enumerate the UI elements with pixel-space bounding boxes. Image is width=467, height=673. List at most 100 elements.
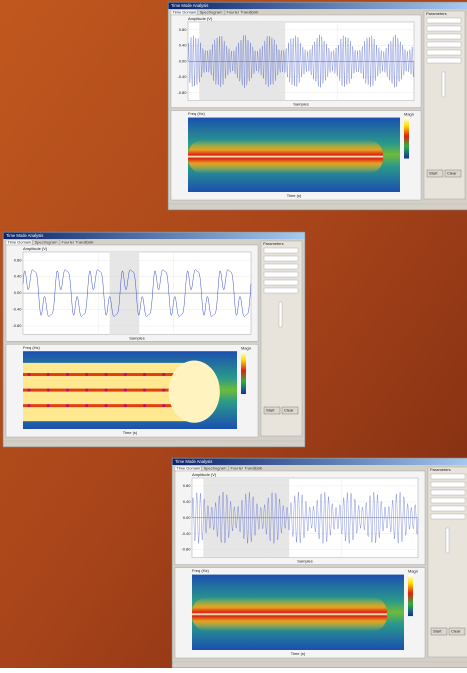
slider[interactable] — [279, 302, 282, 327]
colorbar — [404, 118, 409, 159]
title-bar — [173, 459, 467, 466]
x-axis-label: Samples — [293, 102, 309, 107]
y-tick-label: -0.80 — [12, 323, 22, 328]
slider[interactable] — [442, 72, 445, 97]
status-bar — [4, 441, 305, 447]
spectrogram-spot — [28, 404, 31, 407]
y-tick-label: -0.80 — [177, 90, 187, 95]
spectrogram-spot — [143, 404, 146, 407]
spectrogram-spot — [143, 389, 146, 392]
tab-label: Spectrogram — [35, 240, 59, 245]
spectrogram-spot — [105, 389, 108, 392]
y-tick-label: 0.80 — [183, 483, 192, 488]
tab-label: Time Domain — [8, 240, 32, 245]
control[interactable] — [431, 482, 465, 487]
spectrogram-spot — [105, 404, 108, 407]
x-axis-label: Time (s) — [291, 651, 306, 656]
x-axis-label: Samples — [129, 335, 145, 340]
button-label: Clear — [451, 629, 461, 634]
colorbar-label: Magn — [408, 569, 418, 574]
panel-title: Parameters — [426, 11, 447, 16]
control[interactable] — [427, 18, 461, 23]
panel-title: Parameters — [430, 467, 451, 472]
y-tick-label: 0.00 — [179, 58, 188, 63]
y-tick-label: 0.80 — [179, 27, 188, 32]
spectrogram-spot — [47, 404, 50, 407]
y-axis-label: Freq (Hz) — [23, 345, 41, 350]
spectrogram-band — [23, 389, 177, 392]
control[interactable] — [427, 34, 461, 39]
control[interactable] — [264, 288, 298, 293]
slider[interactable] — [446, 528, 449, 553]
control[interactable] — [427, 58, 461, 63]
tab-label: Time Domain — [177, 466, 201, 471]
window-title: Time Mode Analysis — [6, 233, 43, 238]
y-tick-label: -0.40 — [12, 307, 22, 312]
control[interactable] — [431, 490, 465, 495]
window-title: Time Mode Analysis — [175, 459, 212, 464]
tab-label: Fourier Transform — [227, 10, 259, 15]
spectrogram-spot — [124, 404, 127, 407]
spectrogram-spot — [66, 404, 69, 407]
y-tick-label: -0.40 — [177, 74, 187, 79]
colorbar-label: Magn — [241, 345, 251, 350]
button-label: Start — [429, 171, 438, 176]
y-tick-label: 0.00 — [14, 290, 23, 295]
spectrogram-hot — [188, 140, 383, 173]
spectrogram-hot — [23, 363, 194, 421]
spectrogram-spot — [47, 373, 50, 376]
spectrogram-spot — [124, 389, 127, 392]
y-tick-label: 0.80 — [14, 257, 23, 262]
colorbar-label: Magn — [404, 112, 414, 117]
spectrogram-spot — [124, 373, 127, 376]
control[interactable] — [431, 474, 465, 479]
spectrogram-band — [23, 404, 177, 407]
button-label: Clear — [447, 171, 457, 176]
tab-label: Fourier Transform — [62, 240, 94, 245]
control[interactable] — [427, 42, 461, 47]
status-bar — [169, 204, 467, 210]
control[interactable] — [264, 272, 298, 277]
window-title: Time Mode Analysis — [171, 3, 208, 8]
title-bar — [4, 233, 305, 240]
y-axis-label: Amplitude (V) — [23, 246, 48, 251]
page: {"windows": [ {"title": "Time Mode Analy… — [0, 0, 467, 668]
y-tick-label: -0.80 — [181, 547, 191, 552]
spectrogram-hot — [192, 597, 387, 631]
control[interactable] — [264, 280, 298, 285]
x-axis-label: Samples — [297, 559, 313, 564]
control[interactable] — [264, 256, 298, 261]
spectrogram-spot — [28, 389, 31, 392]
y-tick-label: 0.00 — [183, 515, 192, 520]
control[interactable] — [431, 498, 465, 503]
control[interactable] — [427, 50, 461, 55]
y-axis-label: Freq (Hz) — [188, 111, 206, 116]
button-label: Clear — [284, 408, 294, 413]
button-label: Start — [433, 629, 442, 634]
control[interactable] — [431, 514, 465, 519]
control[interactable] — [431, 506, 465, 511]
spectrogram-hot — [169, 361, 220, 423]
y-tick-label: -0.40 — [181, 531, 191, 536]
spectrogram-spot — [105, 373, 108, 376]
spectrogram-spot — [85, 404, 88, 407]
spectrogram-spot — [162, 389, 165, 392]
spectrogram-spot — [28, 373, 31, 376]
panel-title: Parameters — [263, 241, 284, 246]
spectrogram-spot — [85, 389, 88, 392]
y-axis-label: Freq (Hz) — [192, 568, 210, 573]
control[interactable] — [264, 248, 298, 253]
spectrogram-spot — [162, 373, 165, 376]
title-bar — [169, 3, 467, 10]
y-tick-label: 0.40 — [179, 43, 188, 48]
tab-label: Spectrogram — [204, 466, 228, 471]
button-label: Start — [266, 408, 275, 413]
x-axis-label: Time (s) — [287, 193, 302, 198]
control[interactable] — [427, 26, 461, 31]
spectrogram-spot — [162, 404, 165, 407]
spectrogram-spot — [47, 389, 50, 392]
y-axis-label: Amplitude (V) — [192, 472, 217, 477]
control[interactable] — [264, 264, 298, 269]
spectrogram-band — [23, 373, 177, 376]
